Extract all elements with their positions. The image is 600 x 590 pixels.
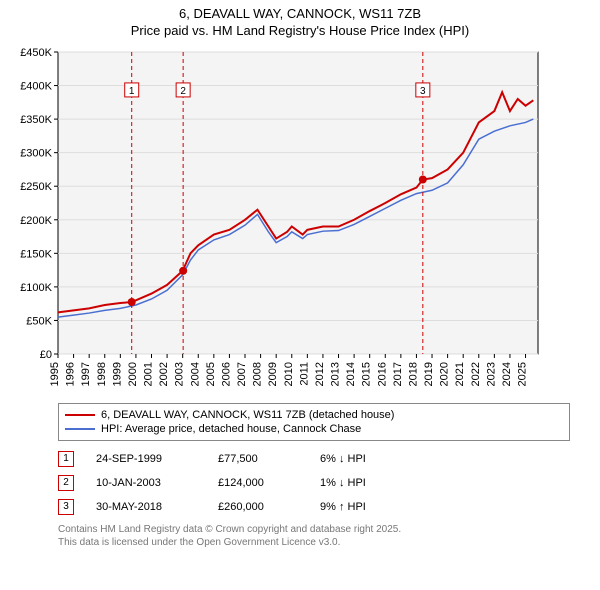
svg-text:2004: 2004	[189, 362, 201, 386]
svg-text:2000: 2000	[127, 362, 139, 386]
event-delta: 1% ↓ HPI	[320, 477, 420, 489]
svg-text:2016: 2016	[376, 362, 388, 386]
line-chart: £0 £50K £100K £150K £200K £250K £300K £350K £400…	[10, 44, 550, 394]
svg-text:£150K: £150K	[20, 248, 52, 260]
svg-text:2008: 2008	[252, 362, 264, 386]
svg-text:2006: 2006	[220, 362, 232, 386]
svg-text:2020: 2020	[439, 362, 451, 386]
event-marker: 1	[58, 451, 74, 467]
event-delta: 6% ↓ HPI	[320, 453, 420, 465]
sale-events-table: 1 24-SEP-1999 £77,500 6% ↓ HPI 2 10-JAN-2003 £…	[58, 447, 570, 519]
event-row: 1 24-SEP-1999 £77,500 6% ↓ HPI	[58, 447, 570, 471]
svg-text:£250K: £250K	[20, 181, 52, 193]
svg-text:1997: 1997	[80, 362, 92, 386]
svg-text:2024: 2024	[501, 362, 513, 386]
svg-text:2011: 2011	[298, 362, 310, 386]
svg-text:1995: 1995	[49, 362, 61, 386]
svg-text:2005: 2005	[205, 362, 217, 386]
svg-text:2003: 2003	[174, 362, 186, 386]
legend-label: 6, DEAVALL WAY, CANNOCK, WS11 7ZB (detac…	[101, 409, 394, 421]
svg-text:2021: 2021	[454, 362, 466, 386]
chart-container: £0 £50K £100K £150K £200K £250K £300K £350K £400…	[10, 44, 590, 397]
svg-text:1999: 1999	[111, 362, 123, 386]
event-price: £124,000	[218, 477, 298, 489]
svg-text:2007: 2007	[236, 362, 248, 386]
svg-text:2017: 2017	[392, 362, 404, 386]
svg-text:£200K: £200K	[20, 215, 52, 227]
event-date: 30-MAY-2018	[96, 501, 196, 513]
event-delta: 9% ↑ HPI	[320, 501, 420, 513]
svg-text:1996: 1996	[65, 362, 77, 386]
svg-text:£50K: £50K	[26, 315, 52, 327]
legend-row: HPI: Average price, detached house, Cann…	[65, 422, 563, 436]
title-line1: 6, DEAVALL WAY, CANNOCK, WS11 7ZB	[0, 6, 600, 23]
legend-swatch	[65, 414, 95, 416]
svg-text:2023: 2023	[485, 362, 497, 386]
svg-text:2025: 2025	[517, 362, 529, 386]
svg-text:£0: £0	[40, 349, 52, 361]
attribution-line2: This data is licensed under the Open Gov…	[58, 536, 570, 549]
svg-text:2015: 2015	[361, 362, 373, 386]
svg-text:2002: 2002	[158, 362, 170, 386]
svg-text:2001: 2001	[143, 362, 155, 386]
svg-text:2: 2	[180, 86, 186, 97]
attribution-line1: Contains HM Land Registry data © Crown c…	[58, 523, 570, 536]
svg-text:£450K: £450K	[20, 47, 52, 59]
event-date: 24-SEP-1999	[96, 453, 196, 465]
svg-text:£350K: £350K	[20, 114, 52, 126]
event-marker: 3	[58, 499, 74, 515]
legend-swatch	[65, 428, 95, 430]
svg-text:£400K: £400K	[20, 80, 52, 92]
chart-legend: 6, DEAVALL WAY, CANNOCK, WS11 7ZB (detac…	[58, 403, 570, 441]
svg-text:2013: 2013	[330, 362, 342, 386]
legend-label: HPI: Average price, detached house, Cann…	[101, 423, 361, 435]
svg-text:£300K: £300K	[20, 147, 52, 159]
title-line2: Price paid vs. HM Land Registry's House …	[0, 23, 600, 40]
svg-text:2019: 2019	[423, 362, 435, 386]
svg-text:2010: 2010	[283, 362, 295, 386]
svg-text:2009: 2009	[267, 362, 279, 386]
event-date: 10-JAN-2003	[96, 477, 196, 489]
event-price: £260,000	[218, 501, 298, 513]
svg-text:2022: 2022	[470, 362, 482, 386]
event-marker: 2	[58, 475, 74, 491]
event-price: £77,500	[218, 453, 298, 465]
svg-text:3: 3	[420, 86, 426, 97]
svg-text:2018: 2018	[407, 362, 419, 386]
event-row: 3 30-MAY-2018 £260,000 9% ↑ HPI	[58, 495, 570, 519]
svg-text:2012: 2012	[314, 362, 326, 386]
attribution: Contains HM Land Registry data © Crown c…	[58, 523, 570, 549]
svg-text:1998: 1998	[96, 362, 108, 386]
svg-text:1: 1	[129, 86, 135, 97]
legend-row: 6, DEAVALL WAY, CANNOCK, WS11 7ZB (detac…	[65, 408, 563, 422]
svg-text:2014: 2014	[345, 362, 357, 386]
event-row: 2 10-JAN-2003 £124,000 1% ↓ HPI	[58, 471, 570, 495]
chart-title: 6, DEAVALL WAY, CANNOCK, WS11 7ZB Price …	[0, 0, 600, 40]
svg-text:£100K: £100K	[20, 282, 52, 294]
